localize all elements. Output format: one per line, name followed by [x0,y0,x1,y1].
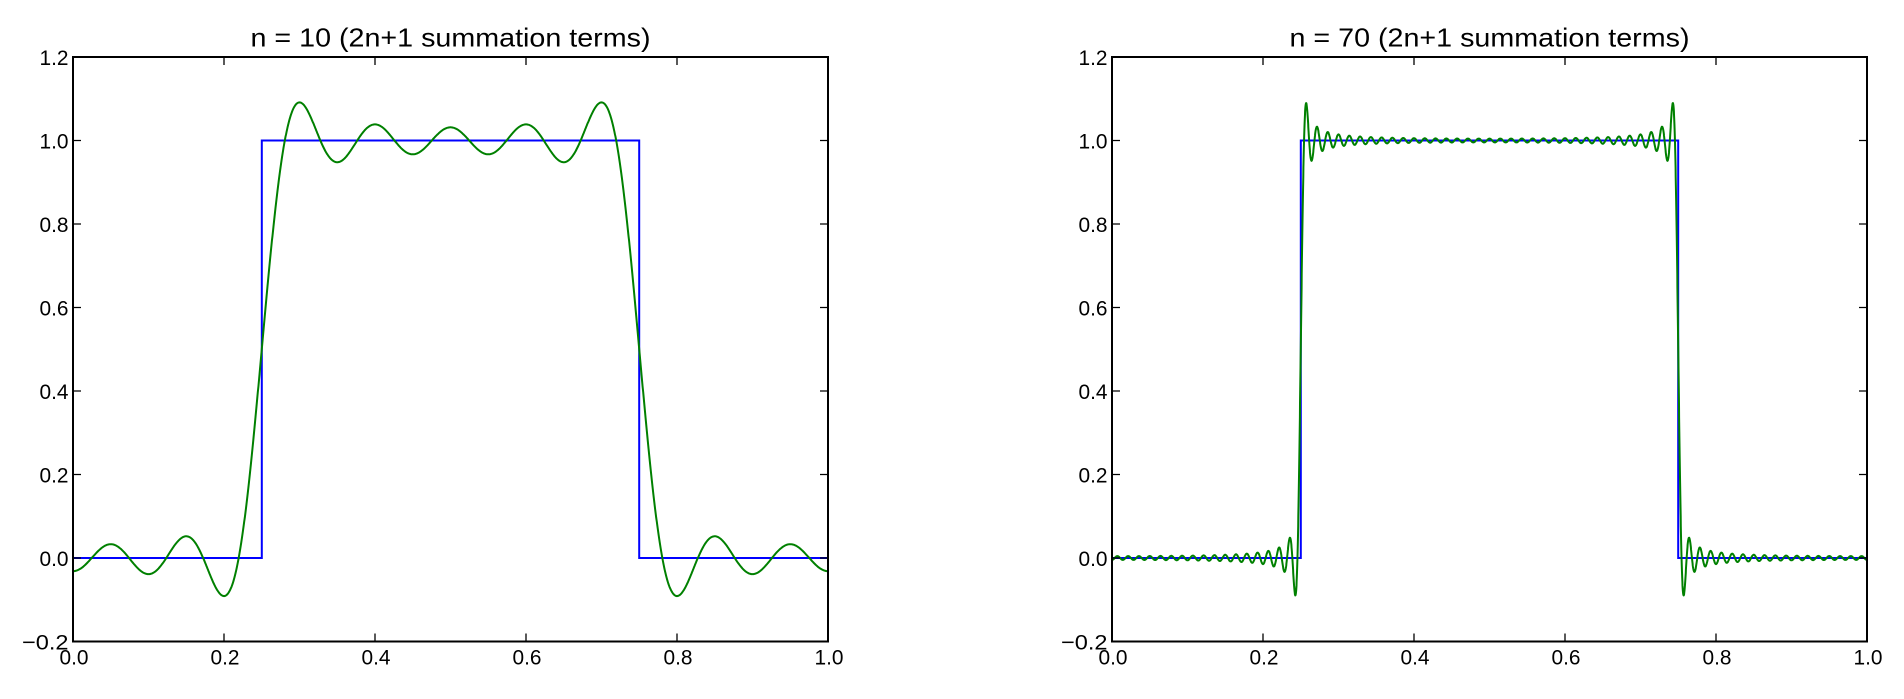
svg-text:0.2: 0.2 [1250,646,1279,670]
svg-text:0.4: 0.4 [362,646,391,670]
svg-text:0.6: 0.6 [40,297,69,321]
svg-text:0.6: 0.6 [513,646,542,670]
svg-text:−0.2: −0.2 [22,631,69,655]
svg-text:0.6: 0.6 [1079,297,1108,321]
svg-text:n = 70 (2n+1 summation terms): n = 70 (2n+1 summation terms) [1290,23,1690,53]
svg-text:0.2: 0.2 [1079,464,1108,488]
svg-text:0.8: 0.8 [40,213,69,237]
svg-text:0.2: 0.2 [211,646,240,670]
svg-text:1.0: 1.0 [40,130,69,154]
svg-text:0.4: 0.4 [1401,646,1430,670]
svg-text:0.0: 0.0 [60,646,89,670]
svg-text:1.0: 1.0 [1854,646,1883,670]
svg-text:0.0: 0.0 [40,547,69,571]
svg-text:1.2: 1.2 [1079,46,1108,70]
svg-text:0.6: 0.6 [1552,646,1581,670]
svg-text:0.8: 0.8 [664,646,693,670]
svg-text:0.0: 0.0 [1079,547,1108,571]
svg-text:0.4: 0.4 [40,380,69,404]
svg-text:1.0: 1.0 [815,646,844,670]
svg-text:n = 10 (2n+1 summation terms): n = 10 (2n+1 summation terms) [251,23,651,53]
svg-text:0.8: 0.8 [1079,213,1108,237]
svg-text:1.0: 1.0 [1079,130,1108,154]
svg-text:−0.2: −0.2 [1061,631,1108,655]
svg-text:1.2: 1.2 [40,46,69,70]
svg-text:0.2: 0.2 [40,464,69,488]
svg-text:0.0: 0.0 [1099,646,1128,670]
svg-text:0.8: 0.8 [1703,646,1732,670]
svg-text:0.4: 0.4 [1079,380,1108,404]
